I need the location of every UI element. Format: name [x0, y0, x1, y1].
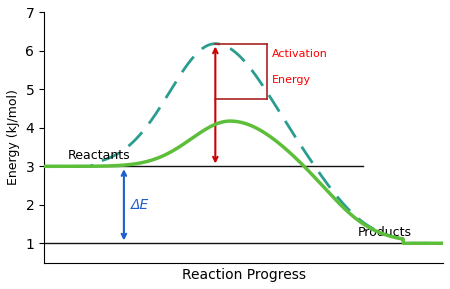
Text: ΔE: ΔE: [131, 198, 149, 212]
Y-axis label: Energy (kJ/mol): Energy (kJ/mol): [7, 90, 20, 186]
X-axis label: Reaction Progress: Reaction Progress: [182, 268, 306, 282]
Text: Products: Products: [357, 226, 411, 239]
Text: Reactants: Reactants: [68, 149, 130, 162]
Text: Activation: Activation: [272, 49, 328, 60]
Text: Energy: Energy: [272, 75, 311, 85]
